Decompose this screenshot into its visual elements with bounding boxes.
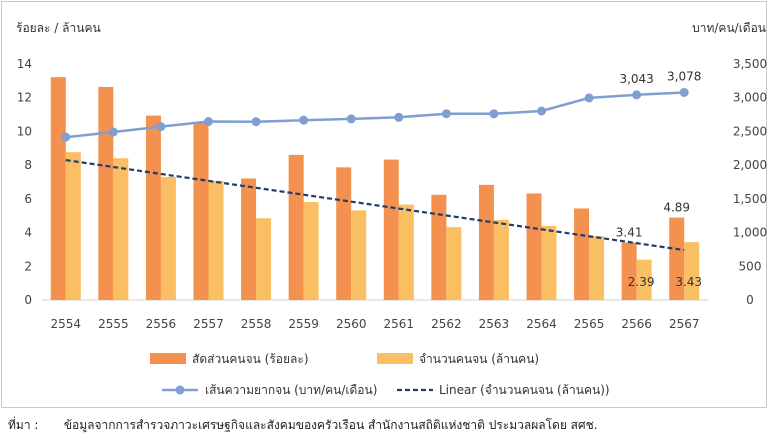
right-tick-label: 2,000 bbox=[733, 158, 767, 172]
poverty-line-marker bbox=[537, 106, 546, 116]
bar-poverty-ratio bbox=[241, 178, 257, 300]
trend-line bbox=[65, 158, 685, 252]
bar-poor-count bbox=[351, 210, 367, 300]
bar-poor-count bbox=[589, 236, 605, 300]
bar-poor-count bbox=[256, 218, 272, 300]
data-label: 3,078 bbox=[667, 69, 701, 83]
bar-poor-count bbox=[493, 219, 509, 300]
bar-poverty-ratio bbox=[621, 242, 637, 300]
bar-poor-count bbox=[208, 180, 224, 300]
poverty-line-marker bbox=[299, 115, 309, 125]
data-label: 3.41 bbox=[616, 226, 643, 240]
right-tick-label: 0 bbox=[746, 293, 754, 307]
x-tick-label: 2561 bbox=[384, 317, 415, 331]
bar-poor-count bbox=[160, 176, 176, 300]
poverty-line-marker bbox=[204, 117, 213, 127]
bar-poverty-ratio bbox=[383, 159, 399, 300]
legend-marker-poverty-line bbox=[175, 385, 185, 395]
poverty-line-marker bbox=[632, 90, 642, 100]
legend-label-poverty-line: เส้นความยากจน (บาท/คน/เดือน) bbox=[205, 383, 377, 397]
bar-poor-count bbox=[684, 242, 700, 300]
bar-poor-count bbox=[541, 225, 557, 300]
poverty-line-marker bbox=[61, 132, 71, 142]
legend-label-trend: Linear (จำนวนคนจน (ล้านคน)) bbox=[439, 383, 610, 397]
x-tick-label: 2563 bbox=[479, 317, 510, 331]
right-tick-label: 1,500 bbox=[733, 192, 767, 206]
x-tick-label: 2566 bbox=[621, 317, 652, 331]
bar-poverty-ratio bbox=[98, 86, 114, 300]
x-tick-label: 2557 bbox=[193, 317, 224, 331]
poverty-line-marker bbox=[108, 127, 118, 137]
legend-swatch-poor-count bbox=[377, 353, 413, 364]
data-label: 2.39 bbox=[628, 275, 655, 289]
bar-poor-count bbox=[65, 152, 81, 300]
bar-poverty-ratio bbox=[193, 122, 209, 300]
x-tick-label: 2565 bbox=[574, 317, 605, 331]
poverty-line-marker bbox=[584, 93, 594, 103]
poverty-line-marker bbox=[346, 114, 356, 124]
bar-poor-count bbox=[446, 227, 462, 300]
right-tick-label: 3,000 bbox=[733, 91, 767, 105]
bar-poor-count bbox=[398, 204, 414, 300]
left-tick-label: 2 bbox=[24, 259, 32, 273]
x-tick-label: 2558 bbox=[241, 317, 272, 331]
bar-poor-count bbox=[113, 158, 129, 300]
poverty-line-marker bbox=[489, 109, 499, 119]
left-tick-label: 10 bbox=[17, 124, 32, 138]
right-tick-label: 500 bbox=[739, 259, 762, 273]
left-axis-title: ร้อยละ / ล้านคน bbox=[16, 21, 101, 35]
right-tick-label: 2,500 bbox=[733, 124, 767, 138]
bar-poverty-ratio bbox=[574, 208, 590, 300]
right-axis-title: บาท/คน/เดือน bbox=[692, 21, 766, 35]
poverty-line-marker bbox=[156, 122, 166, 132]
poverty-line-marker bbox=[394, 112, 404, 122]
data-label: 3.43 bbox=[675, 275, 702, 289]
bar-poverty-ratio bbox=[336, 167, 352, 300]
source-text: ข้อมูลจากการสำรวจภาวะเศรษฐกิจและสังคมของ… bbox=[63, 418, 598, 432]
source-label: ที่มา : bbox=[8, 418, 39, 432]
x-tick-label: 2560 bbox=[336, 317, 367, 331]
left-tick-label: 14 bbox=[17, 57, 32, 71]
bar-poverty-ratio bbox=[669, 217, 685, 300]
right-tick-label: 3,500 bbox=[733, 57, 767, 71]
left-tick-label: 12 bbox=[17, 91, 32, 105]
bar-poverty-ratio bbox=[288, 154, 304, 300]
legend-label-poor-count: จำนวนคนจน (ล้านคน) bbox=[419, 352, 539, 366]
poverty-chart: ร้อยละ / ล้านคน บาท/คน/เดือน 0 2 4 6 8 10 12 14 0 5… bbox=[16, 21, 767, 397]
bar-poverty-ratio bbox=[526, 193, 542, 300]
bar-poor-count bbox=[636, 259, 652, 300]
legend-swatch-poverty-ratio bbox=[150, 353, 186, 364]
x-tick-label: 2564 bbox=[526, 317, 557, 331]
data-label: 4.89 bbox=[663, 201, 690, 215]
poverty-line-marker bbox=[679, 87, 689, 97]
left-tick-label: 0 bbox=[24, 293, 32, 307]
source-note: ที่มา : ข้อมูลจากการสำรวจภาวะเศรษฐกิจและ… bbox=[8, 416, 598, 435]
bar-poverty-ratio bbox=[50, 77, 66, 300]
data-label: 3,043 bbox=[619, 72, 653, 86]
left-tick-label: 4 bbox=[24, 226, 32, 240]
x-tick-label: 2554 bbox=[51, 317, 82, 331]
poverty-line-marker bbox=[251, 117, 261, 127]
x-tick-label: 2556 bbox=[146, 317, 177, 331]
chart-frame: ร้อยละ / ล้านคน บาท/คน/เดือน 0 2 4 6 8 10 12 14 0 5… bbox=[1, 1, 767, 408]
poverty-line-marker bbox=[441, 109, 451, 119]
bar-poverty-ratio bbox=[431, 194, 447, 300]
left-tick-label: 8 bbox=[24, 158, 32, 172]
bar-poverty-ratio bbox=[478, 184, 494, 300]
right-tick-label: 1,000 bbox=[733, 226, 767, 240]
x-tick-label: 2559 bbox=[288, 317, 319, 331]
poverty-line-series bbox=[65, 91, 685, 139]
x-tick-label: 2567 bbox=[669, 317, 700, 331]
bar-poor-count bbox=[303, 202, 319, 300]
x-tick-label: 2555 bbox=[98, 317, 129, 331]
left-tick-label: 6 bbox=[24, 192, 32, 206]
x-tick-label: 2562 bbox=[431, 317, 462, 331]
legend-label-poverty-ratio: สัดส่วนคนจน (ร้อยละ) bbox=[192, 352, 309, 366]
bar-poverty-ratio bbox=[145, 115, 161, 300]
